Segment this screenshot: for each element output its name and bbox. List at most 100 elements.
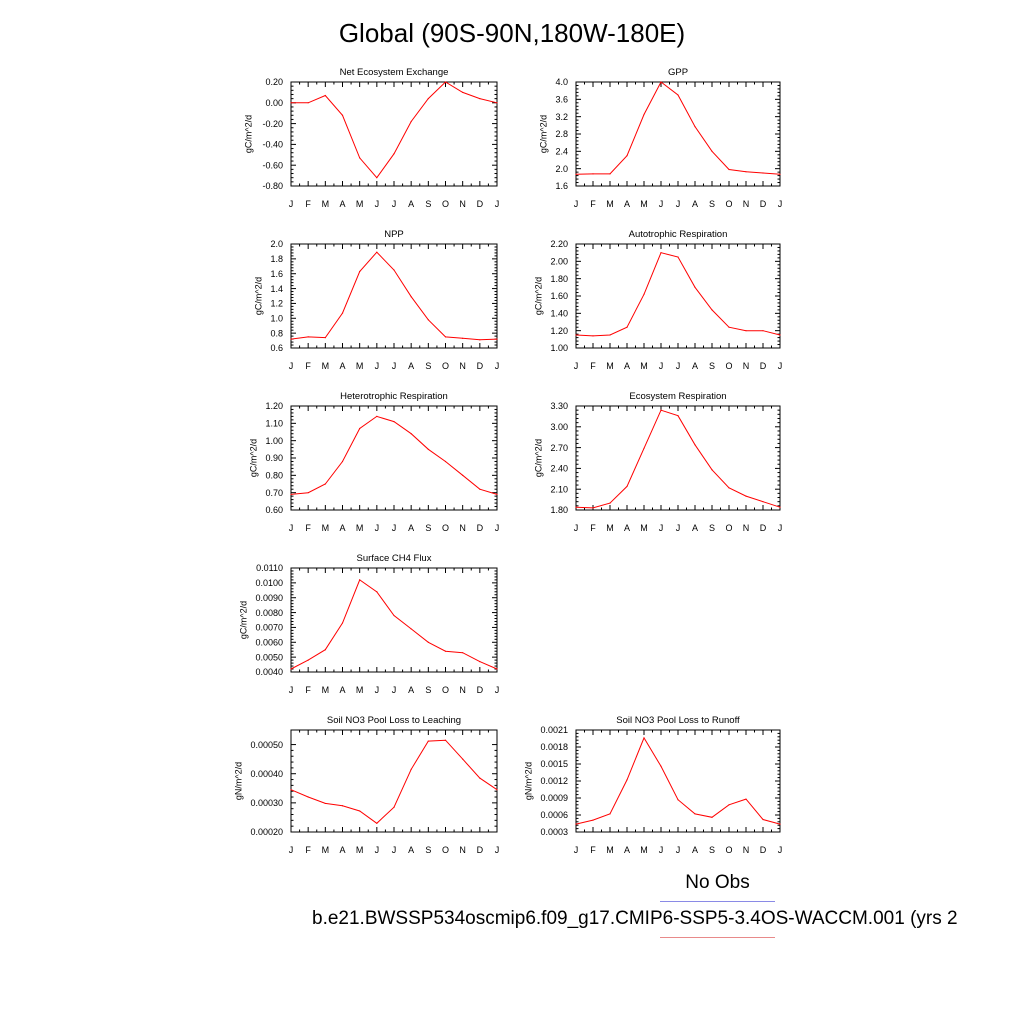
data-point xyxy=(479,777,481,779)
y-tick-label: 2.8 xyxy=(555,129,568,139)
data-point xyxy=(462,337,464,339)
plot-frame xyxy=(575,729,781,833)
plot-frame xyxy=(575,405,781,511)
data-point xyxy=(376,251,378,253)
data-point xyxy=(307,796,309,798)
data-point xyxy=(745,330,747,332)
y-tick-label: 1.20 xyxy=(550,326,568,336)
data-point xyxy=(341,114,344,116)
y-tick-label: -0.20 xyxy=(262,119,283,129)
y-tick-label: 1.00 xyxy=(265,436,283,446)
x-tick-label: J xyxy=(495,361,500,371)
x-tick-label: J xyxy=(574,199,579,209)
data-point xyxy=(324,649,326,651)
data-point xyxy=(745,495,747,497)
data-point xyxy=(290,338,292,340)
data-point xyxy=(779,823,781,825)
data-point xyxy=(626,485,628,488)
x-tick-label: J xyxy=(289,685,294,695)
y-tick-label: 0.0110 xyxy=(256,563,283,573)
y-tick-label: 0.0050 xyxy=(255,652,283,662)
x-tick-label: S xyxy=(709,199,715,209)
y-tick-label: -0.60 xyxy=(262,160,283,170)
x-tick-label: A xyxy=(624,361,630,371)
data-point xyxy=(359,579,361,581)
data-point xyxy=(711,469,713,471)
y-axis-label: gC/m^2/d xyxy=(539,115,549,153)
data-point xyxy=(427,740,429,742)
x-tick-label: J xyxy=(778,523,783,533)
data-point xyxy=(393,806,395,808)
x-tick-label: J xyxy=(495,523,500,533)
x-tick-label: J xyxy=(289,845,294,855)
x-tick-label: D xyxy=(760,361,767,371)
series-line xyxy=(290,415,498,495)
data-point xyxy=(496,668,498,670)
y-tick-label: 0.0021 xyxy=(540,725,568,735)
data-point xyxy=(410,768,412,770)
x-tick-label: S xyxy=(425,361,431,371)
data-point xyxy=(575,173,577,175)
data-point xyxy=(341,805,344,807)
data-point xyxy=(290,789,292,791)
y-tick-label: 0.90 xyxy=(265,453,283,463)
x-tick-label: O xyxy=(725,199,732,209)
x-tick-label: J xyxy=(574,361,579,371)
y-tick-label: 0.0100 xyxy=(255,578,283,588)
data-point xyxy=(307,336,309,338)
data-point xyxy=(479,488,481,490)
x-tick-label: A xyxy=(339,685,345,695)
data-point xyxy=(711,816,713,818)
x-tick-label: A xyxy=(624,845,630,855)
chart-title: NPP xyxy=(384,229,404,240)
chart-title: Net Ecosystem Exchange xyxy=(340,67,449,78)
chart-title: Ecosystem Respiration xyxy=(629,391,726,402)
data-point xyxy=(592,173,594,175)
data-point xyxy=(694,286,696,288)
data-point xyxy=(444,650,447,652)
y-tick-label: 0.0080 xyxy=(255,608,283,618)
y-axis-label: gC/m^2/d xyxy=(249,439,259,477)
data-point xyxy=(643,113,645,116)
data-point xyxy=(694,813,696,815)
x-tick-label: J xyxy=(659,199,664,209)
data-point xyxy=(694,444,696,446)
data-point xyxy=(290,668,292,670)
data-point xyxy=(779,506,781,508)
y-tick-label: 3.30 xyxy=(550,401,568,411)
data-point xyxy=(393,153,395,155)
x-tick-label: N xyxy=(459,845,466,855)
data-point xyxy=(393,269,395,271)
legend-obs-line xyxy=(660,901,775,902)
x-tick-label: D xyxy=(477,685,484,695)
y-tick-label: 2.0 xyxy=(270,239,283,249)
x-tick-label: A xyxy=(408,685,414,695)
x-tick-label: N xyxy=(459,685,466,695)
x-tick-label: M xyxy=(356,361,364,371)
x-tick-label: J xyxy=(289,199,294,209)
data-point xyxy=(462,652,464,654)
x-tick-label: D xyxy=(477,845,484,855)
data-point xyxy=(575,506,577,508)
data-point xyxy=(711,309,713,311)
x-tick-label: J xyxy=(375,523,380,533)
x-tick-label: F xyxy=(305,199,311,209)
x-tick-label: F xyxy=(590,845,596,855)
x-tick-label: F xyxy=(305,361,311,371)
data-point xyxy=(762,172,764,174)
data-point xyxy=(307,659,309,661)
data-point xyxy=(376,177,378,179)
x-tick-label: M xyxy=(640,523,648,533)
x-tick-label: J xyxy=(495,685,500,695)
data-point xyxy=(762,818,764,821)
y-tick-label: 1.20 xyxy=(265,401,283,411)
y-tick-label: 2.4 xyxy=(555,147,568,157)
chart-title: GPP xyxy=(668,67,688,78)
x-tick-label: F xyxy=(305,523,311,533)
y-axis-label: gN/m^2/d xyxy=(523,762,533,800)
data-point xyxy=(290,493,292,495)
data-point xyxy=(462,474,464,476)
